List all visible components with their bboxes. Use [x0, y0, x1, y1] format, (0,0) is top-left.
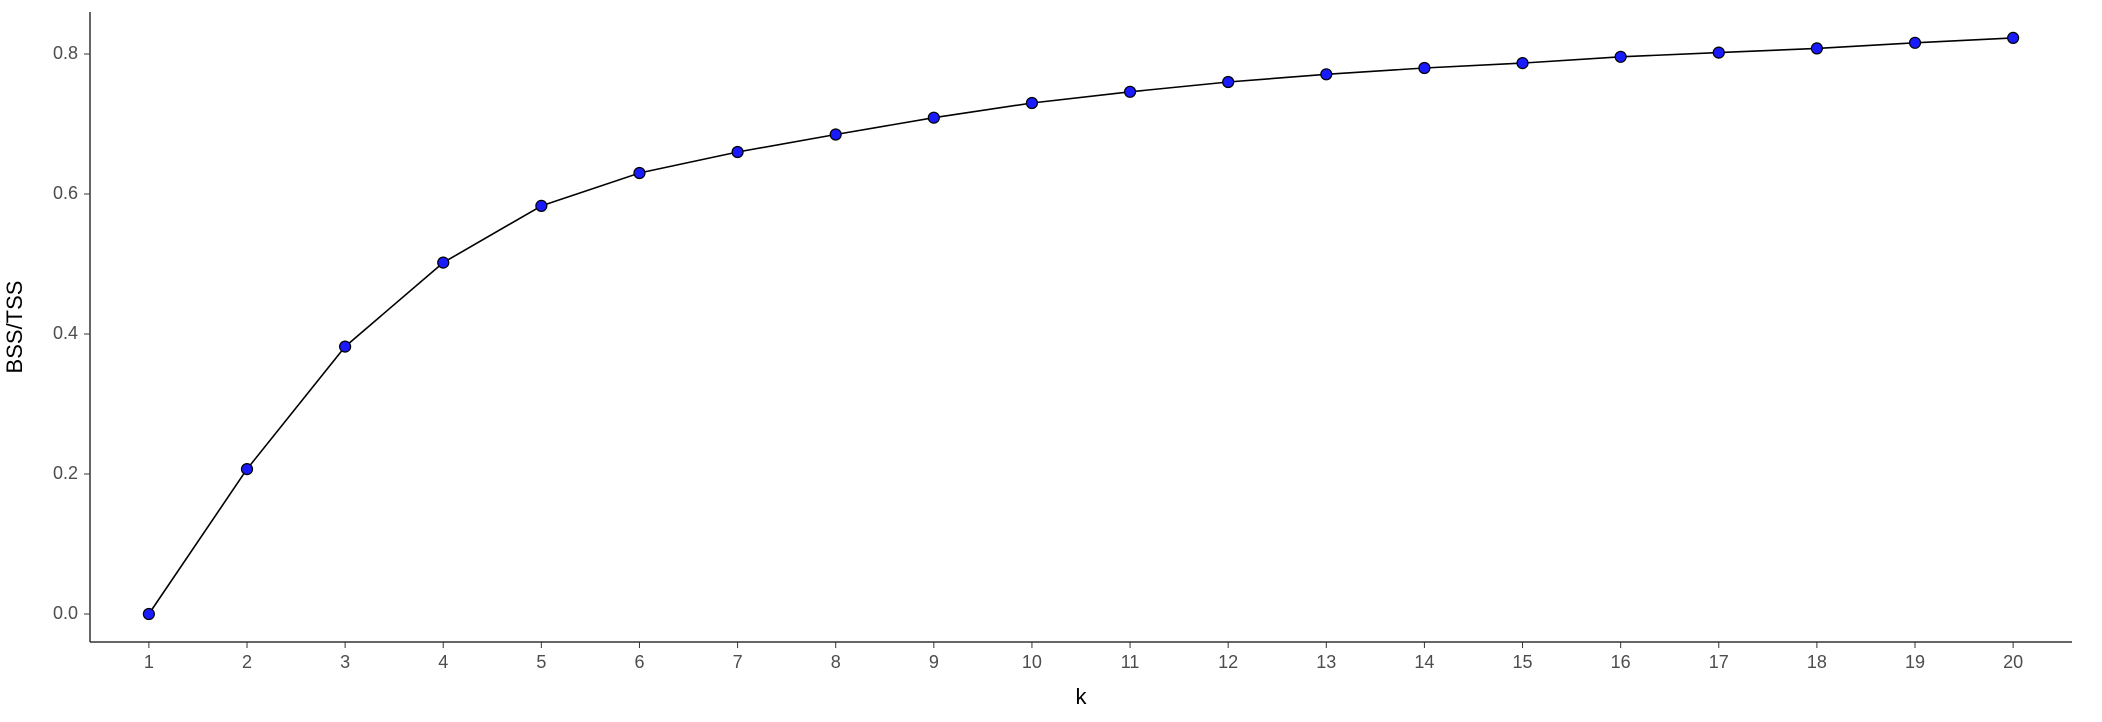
x-tick-label: 18: [1807, 652, 1827, 672]
x-tick-label: 11: [1121, 652, 1140, 672]
y-tick-label: 0.6: [53, 183, 78, 203]
data-point: [1125, 86, 1136, 97]
x-tick-label: 15: [1513, 652, 1533, 672]
x-axis-title: k: [1076, 684, 1088, 709]
x-tick-label: 9: [929, 652, 939, 672]
x-tick-label: 6: [634, 652, 644, 672]
data-point: [1910, 37, 1921, 48]
x-tick-label: 12: [1218, 652, 1238, 672]
x-tick-label: 20: [2003, 652, 2023, 672]
data-point: [1419, 63, 1430, 74]
data-point: [340, 341, 351, 352]
y-tick-label: 0.2: [53, 463, 78, 483]
data-point: [438, 257, 449, 268]
x-tick-label: 7: [733, 652, 743, 672]
y-tick-label: 0.8: [53, 43, 78, 63]
data-point: [830, 129, 841, 140]
data-point: [241, 464, 252, 475]
data-point: [1811, 43, 1822, 54]
elbow-chart: 0.00.20.40.60.81234567891011121314151617…: [0, 0, 2102, 722]
x-tick-label: 8: [831, 652, 841, 672]
x-tick-label: 19: [1905, 652, 1925, 672]
data-point: [732, 147, 743, 158]
data-point: [143, 609, 154, 620]
data-point: [928, 112, 939, 123]
y-tick-label: 0.4: [53, 323, 78, 343]
x-tick-label: 10: [1022, 652, 1042, 672]
data-point: [536, 200, 547, 211]
data-point: [1026, 98, 1037, 109]
x-tick-label: 3: [340, 652, 350, 672]
x-tick-label: 2: [242, 652, 252, 672]
data-point: [1615, 51, 1626, 62]
y-tick-label: 0.0: [53, 603, 78, 623]
x-tick-label: 4: [438, 652, 448, 672]
data-point: [1223, 77, 1234, 88]
data-point: [1321, 69, 1332, 80]
x-tick-label: 14: [1414, 652, 1434, 672]
x-tick-label: 13: [1316, 652, 1336, 672]
x-tick-label: 17: [1709, 652, 1729, 672]
x-tick-label: 1: [144, 652, 154, 672]
y-axis-title: BSS/TSS: [2, 281, 27, 374]
chart-svg: 0.00.20.40.60.81234567891011121314151617…: [0, 0, 2102, 722]
data-point: [1713, 47, 1724, 58]
data-point: [1517, 58, 1528, 69]
data-point: [2008, 32, 2019, 43]
data-point: [634, 168, 645, 179]
x-tick-label: 5: [536, 652, 546, 672]
x-tick-label: 16: [1611, 652, 1631, 672]
